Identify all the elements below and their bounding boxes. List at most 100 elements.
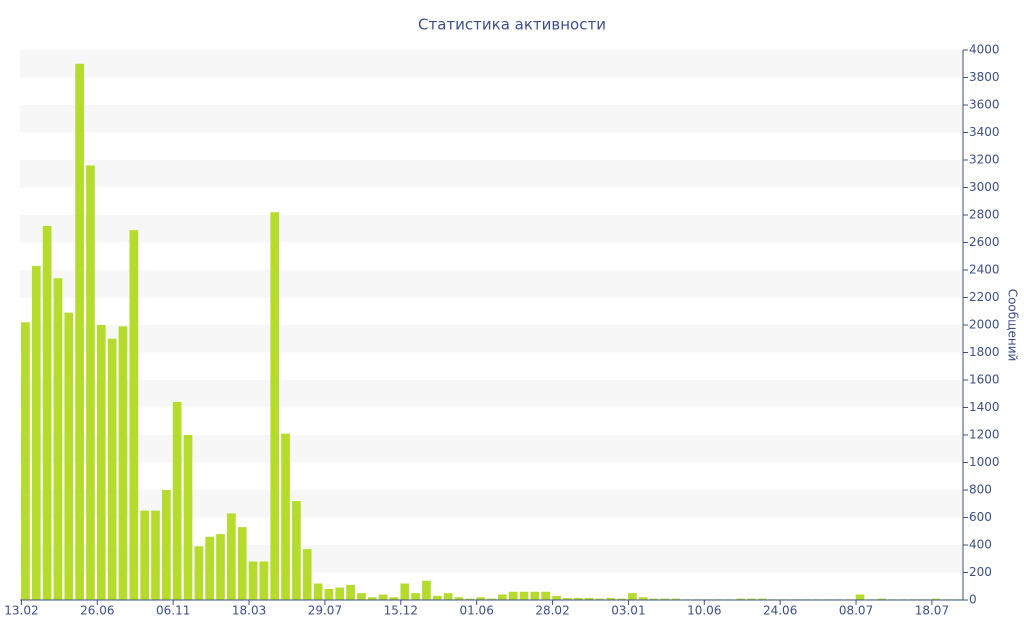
y-tick-label: 1800 xyxy=(969,345,1000,359)
bar xyxy=(324,589,334,600)
y-tick-label: 3400 xyxy=(969,125,1000,139)
grid-band xyxy=(20,50,963,78)
bar xyxy=(400,583,410,600)
bar xyxy=(595,598,605,600)
bar xyxy=(476,597,485,600)
bar xyxy=(454,597,464,600)
bar xyxy=(335,587,345,600)
y-tick-label: 2200 xyxy=(969,290,1000,304)
bar xyxy=(31,265,41,600)
y-tick-label: 1400 xyxy=(969,400,1000,414)
x-tick-label: 24.06 xyxy=(763,604,797,618)
y-tick-label: 3600 xyxy=(969,98,1000,112)
x-tick-label: 08.07 xyxy=(839,604,873,618)
bar xyxy=(530,591,540,600)
bar xyxy=(357,593,366,600)
bar xyxy=(519,591,529,600)
x-tick-label: 18.07 xyxy=(915,604,949,618)
bar xyxy=(259,561,269,600)
bar xyxy=(563,597,572,600)
bar xyxy=(270,212,280,600)
bar xyxy=(573,597,583,600)
bar xyxy=(628,593,637,600)
bar xyxy=(302,549,312,600)
bar xyxy=(107,338,117,600)
x-tick-label: 06.11 xyxy=(156,604,190,618)
y-tick-label: 1600 xyxy=(969,373,1000,387)
bar xyxy=(313,583,323,600)
x-tick-label: 18.03 xyxy=(232,604,266,618)
bar xyxy=(649,598,659,600)
x-tick-label: 01.06 xyxy=(459,604,493,618)
grid-band xyxy=(20,435,963,463)
grid-band xyxy=(20,215,963,243)
bar xyxy=(552,595,561,600)
bar xyxy=(465,598,475,600)
grid-band xyxy=(20,325,963,353)
bar xyxy=(606,597,616,600)
y-tick-label: 2000 xyxy=(969,318,1000,332)
bar xyxy=(53,278,63,600)
bar xyxy=(118,326,128,600)
x-tick-label: 03.01 xyxy=(611,604,645,618)
bar xyxy=(411,593,420,600)
bar xyxy=(432,595,442,600)
bar xyxy=(42,226,52,600)
bar xyxy=(281,433,290,600)
bar xyxy=(367,597,377,600)
grid-band xyxy=(20,545,963,573)
bar xyxy=(227,513,236,600)
bar xyxy=(617,598,626,600)
x-tick-label: 13.02 xyxy=(4,604,38,618)
bar xyxy=(64,312,74,600)
bar xyxy=(378,594,388,600)
grid-band xyxy=(20,105,963,133)
grid-band xyxy=(20,160,963,188)
bar xyxy=(877,598,887,600)
y-tick-label: 400 xyxy=(969,538,992,552)
bar xyxy=(747,598,756,600)
bar xyxy=(161,490,171,600)
y-tick-label: 2800 xyxy=(969,208,1000,222)
x-tick-label: 15.12 xyxy=(384,604,418,618)
y-tick-label: 800 xyxy=(969,483,992,497)
bar xyxy=(541,591,551,600)
grid-band xyxy=(20,380,963,408)
bar xyxy=(183,435,193,600)
bar xyxy=(151,510,160,600)
bar xyxy=(129,230,139,600)
bar xyxy=(21,322,30,600)
chart-title: Статистика активности xyxy=(418,16,606,34)
bar xyxy=(487,598,496,600)
bar xyxy=(205,536,215,600)
bar xyxy=(584,597,594,600)
bar xyxy=(498,594,507,600)
bar xyxy=(758,598,767,600)
bar xyxy=(736,598,746,600)
x-tick-label: 10.06 xyxy=(687,604,721,618)
bar xyxy=(140,510,149,600)
bar xyxy=(443,593,453,600)
bar xyxy=(638,597,648,600)
y-tick-label: 3800 xyxy=(969,70,1000,84)
bar xyxy=(346,584,355,600)
bar xyxy=(292,501,301,600)
y-tick-label: 1200 xyxy=(969,428,1000,442)
x-tick-label: 26.06 xyxy=(80,604,114,618)
bar xyxy=(96,325,106,600)
bar xyxy=(248,561,258,600)
y-tick-label: 2400 xyxy=(969,263,1000,277)
y-tick-label: 600 xyxy=(969,510,992,524)
y-tick-label: 3000 xyxy=(969,180,1000,194)
grid-band xyxy=(20,490,963,518)
y-tick-label: 200 xyxy=(969,565,992,579)
bar xyxy=(172,402,182,600)
bar xyxy=(660,598,670,600)
bar xyxy=(422,580,431,600)
bar xyxy=(389,597,399,600)
y-tick-label: 1000 xyxy=(969,455,1000,469)
y-tick-label: 2600 xyxy=(969,235,1000,249)
bar xyxy=(237,527,247,600)
bar xyxy=(216,534,225,600)
